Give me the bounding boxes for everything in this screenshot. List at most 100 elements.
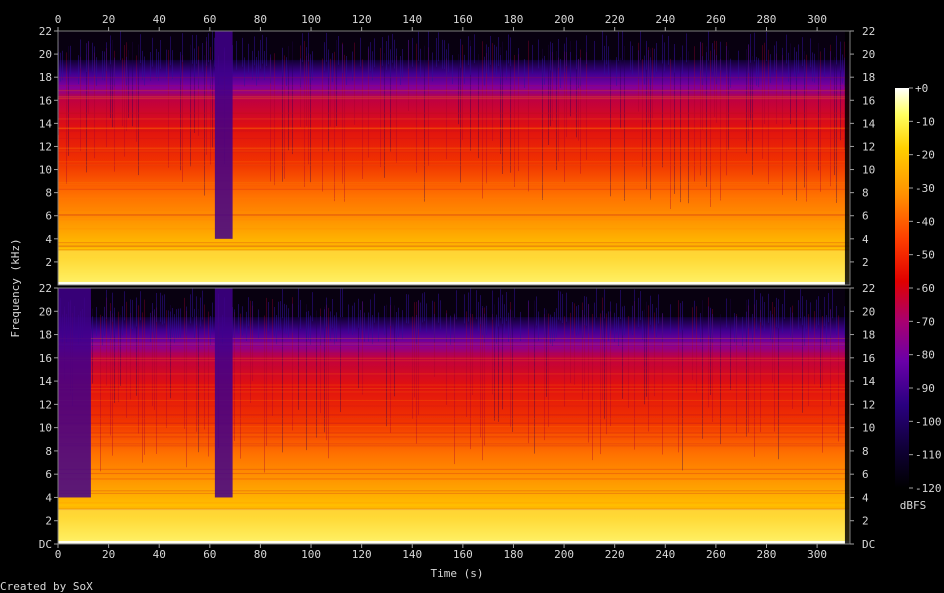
colorbar-tick-label: -60 [915, 282, 935, 295]
y-tick-label-right: 12 [862, 140, 875, 153]
credit-text: Created by SoX [0, 580, 93, 593]
x-tick-label-top: 0 [55, 13, 62, 26]
x-tick-label-bottom: 160 [453, 548, 473, 561]
spectrogram-channel-2 [57, 287, 851, 545]
y-tick-label-left: 4 [45, 233, 52, 246]
x-tick-label-bottom: 0 [55, 548, 62, 561]
y-tick-label-left: DC [39, 538, 52, 551]
colorbar-tick-label: -80 [915, 349, 935, 362]
x-tick-label-bottom: 120 [352, 548, 372, 561]
x-tick-label-top: 220 [605, 13, 625, 26]
x-tick-label-top: 240 [655, 13, 675, 26]
quiet-segment [58, 288, 91, 498]
x-tick-label-top: 300 [807, 13, 827, 26]
x-tick-label-bottom: 60 [203, 548, 216, 561]
x-tick-label-top: 280 [757, 13, 777, 26]
y-tick-label-right: 4 [862, 233, 869, 246]
x-tick-label-bottom: 300 [807, 548, 827, 561]
plot-frame [57, 287, 851, 545]
y-tick-label-right: DC [862, 538, 875, 551]
y-tick-label-left: 2 [45, 256, 52, 269]
colorbar-tick-label: -100 [915, 415, 942, 428]
x-tick-label-top: 120 [352, 13, 372, 26]
y-tick-label-left: 22 [39, 25, 52, 38]
x-tick-label-bottom: 40 [153, 548, 166, 561]
x-tick-label-top: 180 [504, 13, 524, 26]
y-tick-label-left: 18 [39, 71, 52, 84]
x-tick-label-top: 260 [706, 13, 726, 26]
y-tick-label-right: 6 [862, 210, 869, 223]
spectral-energy [58, 59, 850, 286]
colorbar-ticks: +0 -10 -20 -30 -40 -50 -60 -70 -80 -90 -100 -110 -12… [909, 82, 942, 495]
y-tick-label-right: 16 [862, 352, 875, 365]
y-tick-label-left: 10 [39, 164, 52, 177]
x-tick-label-top: 140 [402, 13, 422, 26]
y-tick-label-right: 2 [862, 256, 869, 269]
y-tick-label-left: 8 [45, 187, 52, 200]
colorbar-label: dBFS [900, 499, 927, 512]
y-tick-label-right: 18 [862, 71, 875, 84]
x-tick-label-bottom: 220 [605, 548, 625, 561]
y-tick-label-left: 12 [39, 398, 52, 411]
texture-stripes [58, 31, 849, 210]
x-tick-label-bottom: 80 [254, 548, 267, 561]
y-tick-label-left: 12 [39, 140, 52, 153]
spectrogram-channel-1 [57, 30, 851, 286]
colorbar-tick-label: -90 [915, 382, 935, 395]
y-tick-label-right: 8 [862, 187, 869, 200]
y-tick-label-right: 10 [862, 422, 875, 435]
low-frequency-band [58, 250, 850, 285]
x-tick-label-bottom: 200 [554, 548, 574, 561]
low-frequency-band [58, 509, 850, 544]
x-axis-top: 0 20 40 60 80 100 120 140 160 180 200 220 240 260 280 3… [55, 13, 827, 31]
y-tick-label-right: 20 [862, 48, 875, 61]
y-tick-label-left: 8 [45, 445, 52, 458]
y-tick-label-left: 4 [45, 491, 52, 504]
plot-frame [57, 30, 851, 286]
x-tick-label-bottom: 140 [402, 548, 422, 561]
x-tick-label-top: 20 [102, 13, 115, 26]
x-tick-label-top: 200 [554, 13, 574, 26]
y-tick-label-left: 6 [45, 468, 52, 481]
y-tick-label-right: 14 [862, 375, 876, 388]
y-tick-label-right: 8 [862, 445, 869, 458]
y-tick-label-left: 20 [39, 305, 52, 318]
y-tick-label-right: 6 [862, 468, 869, 481]
y-tick-label-right: 12 [862, 398, 875, 411]
x-tick-label-top: 160 [453, 13, 473, 26]
y-tick-label-left: 2 [45, 515, 52, 528]
x-tick-label-top: 80 [254, 13, 267, 26]
spectral-energy [58, 317, 850, 544]
harmonic-lines [58, 77, 850, 251]
x-tick-label-bottom: 100 [301, 548, 321, 561]
y-axis-label: Frequency (kHz) [9, 238, 22, 337]
colorbar-tick-label: -120 [915, 482, 942, 495]
x-tick-label-top: 60 [203, 13, 216, 26]
x-axis-bottom: 0 20 40 60 80 100 120 140 160 180 200 220 240 260 280 3… [55, 544, 827, 561]
y-tick-label-right: 2 [862, 515, 869, 528]
y-tick-label-right: 22 [862, 282, 875, 295]
x-tick-label-bottom: 180 [504, 548, 524, 561]
y-tick-label-right: 14 [862, 117, 876, 130]
quiet-segment [214, 288, 233, 498]
x-axis-label: Time (s) [431, 567, 484, 580]
y-tick-label-left: 10 [39, 422, 52, 435]
colorbar-tick-label: -10 [915, 115, 935, 128]
y-tick-label-left: 6 [45, 210, 52, 223]
x-tick-label-bottom: 240 [655, 548, 675, 561]
colorbar-tick-label: -110 [915, 449, 942, 462]
y-tick-label-right: 10 [862, 164, 875, 177]
y-tick-label-left: 22 [39, 282, 52, 295]
colorbar-tick-label: -70 [915, 315, 935, 328]
y-tick-label-right: 16 [862, 94, 875, 107]
y-tick-label-right: 18 [862, 329, 875, 342]
colorbar-tick-label: -30 [915, 182, 935, 195]
y-tick-label-left: 14 [39, 375, 53, 388]
colorbar [895, 88, 909, 488]
y-tick-label-left: 16 [39, 94, 52, 107]
y-tick-label-right: 4 [862, 491, 869, 504]
x-tick-label-top: 100 [301, 13, 321, 26]
y-tick-label-left: 18 [39, 329, 52, 342]
